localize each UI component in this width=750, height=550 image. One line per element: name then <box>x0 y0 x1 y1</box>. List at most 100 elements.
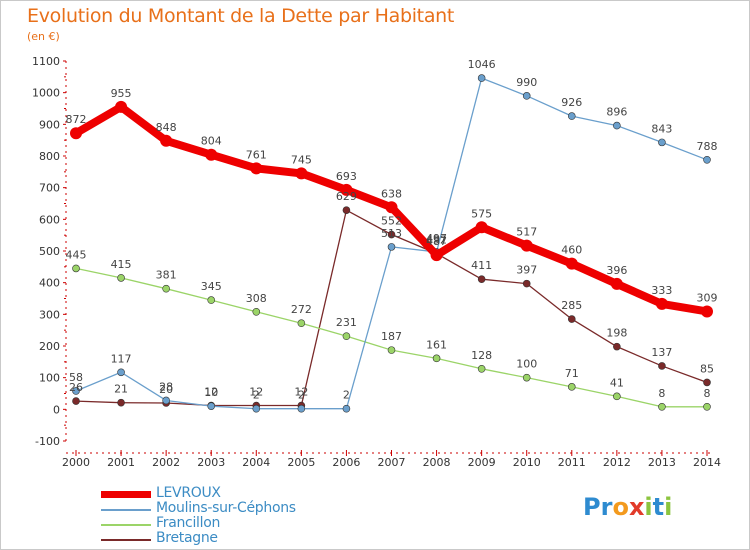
data-point-moulins-sur-c-phons <box>117 368 125 377</box>
data-point-levroux <box>205 148 218 161</box>
data-label-francillon: 161 <box>426 338 447 351</box>
data-point-francillon <box>72 264 80 273</box>
data-label-bretagne: 26 <box>69 381 83 394</box>
legend-label-bretagne: Bretagne <box>156 530 218 546</box>
data-label-francillon: 187 <box>381 330 402 343</box>
x-tick-label: 2014 <box>693 456 721 469</box>
x-tick-label: 2011 <box>558 456 586 469</box>
legend-label-moulins-sur-c-phons: Moulins-sur-Céphons <box>156 500 296 516</box>
data-point-bretagne <box>522 279 531 288</box>
chart-unit: (en €) <box>27 30 60 43</box>
data-label-bretagne: 397 <box>516 264 537 277</box>
data-point-levroux <box>70 127 82 140</box>
y-tick-label: 500 <box>39 245 60 258</box>
data-point-francillon <box>207 296 216 304</box>
data-point-moulins-sur-c-phons <box>613 121 621 130</box>
data-label-levroux: 955 <box>111 87 132 100</box>
y-tick-label: 0 <box>53 403 60 416</box>
x-tick-label: 2008 <box>423 456 451 469</box>
data-point-moulins-sur-c-phons <box>567 112 576 120</box>
data-label-moulins-sur-c-phons: 926 <box>561 96 582 109</box>
data-label-francillon: 445 <box>66 248 87 261</box>
data-point-moulins-sur-c-phons <box>72 387 80 395</box>
chart-title: Evolution du Montant de la Dette par Hab… <box>27 5 455 27</box>
legend-swatch-francillon <box>101 524 151 526</box>
y-tick-label: -100 <box>35 435 60 448</box>
data-label-levroux: 761 <box>246 148 267 161</box>
x-tick-label: 2007 <box>378 456 406 469</box>
data-label-moulins-sur-c-phons: 28 <box>159 380 173 393</box>
data-point-francillon <box>117 274 125 282</box>
data-label-levroux: 396 <box>606 264 627 277</box>
data-label-moulins-sur-c-phons: 58 <box>69 371 83 384</box>
legend-swatch-levroux <box>101 491 151 498</box>
x-tick-label: 2012 <box>603 456 631 469</box>
y-tick-label: 800 <box>39 150 60 163</box>
data-label-bretagne: 411 <box>471 259 492 272</box>
data-point-levroux <box>701 305 713 318</box>
logo-letter: x <box>628 493 645 521</box>
data-point-francillon <box>613 392 621 401</box>
data-label-bretagne: 20 <box>159 383 173 396</box>
data-label-bretagne: 137 <box>651 346 672 359</box>
logo-letter: r <box>600 493 613 521</box>
data-label-francillon: 128 <box>471 349 492 362</box>
data-label-francillon: 231 <box>336 316 357 329</box>
data-point-bretagne <box>613 342 621 351</box>
data-point-moulins-sur-c-phons <box>297 404 306 413</box>
data-label-levroux: 693 <box>336 170 357 183</box>
data-point-levroux <box>340 183 353 196</box>
data-label-levroux: 848 <box>156 121 177 134</box>
data-label-moulins-sur-c-phons: 843 <box>651 122 672 135</box>
legend-swatch-bretagne <box>101 539 151 541</box>
data-point-moulins-sur-c-phons <box>162 396 170 405</box>
data-point-francillon <box>703 402 711 411</box>
data-point-bretagne <box>703 378 711 387</box>
data-point-bretagne <box>72 397 80 405</box>
data-point-levroux <box>160 134 173 147</box>
data-point-moulins-sur-c-phons <box>387 243 396 251</box>
data-label-francillon: 71 <box>565 367 579 380</box>
data-label-moulins-sur-c-phons: 1046 <box>468 58 496 71</box>
data-point-francillon <box>387 346 396 354</box>
data-label-francillon: 100 <box>516 358 537 371</box>
data-label-moulins-sur-c-phons: 497 <box>426 232 447 245</box>
proxiti-logo: Proxiti <box>583 493 672 521</box>
data-point-levroux <box>565 257 578 270</box>
data-point-moulins-sur-c-phons <box>342 404 351 413</box>
data-point-bretagne <box>567 315 576 323</box>
y-tick-label: 100 <box>39 372 60 385</box>
legend-label-levroux: LEVROUX <box>156 485 221 501</box>
data-label-moulins-sur-c-phons: 117 <box>111 352 132 365</box>
data-point-francillon <box>477 364 486 373</box>
data-point-bretagne <box>387 230 396 239</box>
data-label-moulins-sur-c-phons: 2 <box>253 389 260 402</box>
data-label-bretagne: 12 <box>294 386 308 399</box>
data-label-moulins-sur-c-phons: 10 <box>204 386 218 399</box>
data-point-francillon <box>162 284 170 293</box>
legend-label-francillon: Francillon <box>156 515 221 531</box>
data-label-bretagne: 492 <box>426 234 447 247</box>
data-point-levroux <box>430 249 443 262</box>
logo-letter: t <box>652 493 665 521</box>
x-tick-label: 2006 <box>332 456 360 469</box>
data-label-francillon: 8 <box>658 387 665 400</box>
data-label-bretagne: 85 <box>700 362 714 375</box>
data-label-bretagne: 629 <box>336 190 357 203</box>
data-label-moulins-sur-c-phons: 513 <box>381 227 402 240</box>
data-point-levroux <box>610 277 623 290</box>
data-label-bretagne: 552 <box>381 215 402 228</box>
y-tick-label: 1000 <box>32 87 60 100</box>
data-label-francillon: 345 <box>201 280 222 293</box>
y-tick-label: 200 <box>39 340 60 353</box>
x-tick-label: 2010 <box>513 456 541 469</box>
data-label-moulins-sur-c-phons: 2 <box>298 389 305 402</box>
x-tick-label: 2004 <box>242 456 270 469</box>
data-point-francillon <box>658 402 666 411</box>
data-point-bretagne <box>117 398 125 407</box>
data-point-moulins-sur-c-phons <box>658 138 666 147</box>
data-point-levroux <box>385 201 398 214</box>
data-label-bretagne: 285 <box>561 299 582 312</box>
data-label-moulins-sur-c-phons: 896 <box>606 106 627 119</box>
